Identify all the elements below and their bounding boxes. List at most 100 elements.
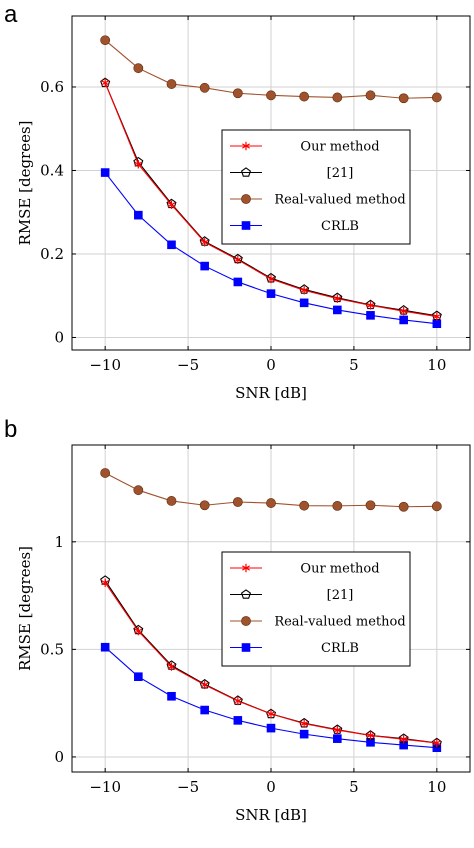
legend-marker bbox=[240, 589, 252, 599]
data-point bbox=[200, 705, 209, 715]
data-point bbox=[398, 501, 409, 512]
data-point-stroke bbox=[167, 202, 176, 208]
y-axis-label: RMSE [degrees] bbox=[16, 120, 34, 245]
data-point bbox=[432, 312, 441, 321]
data-point bbox=[134, 672, 143, 681]
data-point-stroke bbox=[366, 732, 375, 739]
data-point bbox=[233, 255, 242, 265]
legend-marker bbox=[241, 616, 251, 626]
data-point bbox=[166, 496, 177, 506]
x-tick-label: 10 bbox=[427, 778, 446, 796]
legend-entry: Our method bbox=[230, 140, 380, 155]
data-point bbox=[167, 200, 176, 209]
data-point-stroke bbox=[200, 682, 209, 688]
legend-label: Our method bbox=[300, 562, 379, 577]
x-axis-label: SNR [dB] bbox=[235, 806, 307, 824]
data-point bbox=[166, 79, 177, 89]
data-point bbox=[333, 294, 342, 303]
legend-entry: CRLB bbox=[230, 641, 359, 656]
data-point bbox=[100, 642, 110, 652]
panel-letter: a bbox=[4, 1, 18, 28]
data-point-stroke bbox=[333, 296, 342, 302]
data-point bbox=[267, 274, 275, 284]
data-point bbox=[333, 305, 342, 315]
data-point bbox=[167, 691, 176, 701]
data-point bbox=[366, 738, 375, 747]
data-point-stroke bbox=[432, 313, 441, 320]
x-tick-label: −5 bbox=[177, 778, 199, 796]
panel-letter: b bbox=[4, 416, 17, 443]
series-3 bbox=[100, 642, 442, 752]
legend-marker bbox=[242, 141, 250, 151]
data-point-stroke bbox=[233, 698, 242, 704]
legend-label: CRLB bbox=[321, 641, 359, 656]
data-point bbox=[233, 277, 243, 287]
data-point bbox=[233, 696, 242, 706]
legend-entry: Our method bbox=[230, 562, 380, 577]
data-point-stroke bbox=[432, 740, 441, 746]
series-2 bbox=[100, 35, 442, 104]
data-point bbox=[100, 35, 111, 46]
data-point bbox=[399, 735, 408, 744]
data-point-stroke bbox=[300, 720, 309, 727]
data-point bbox=[300, 286, 309, 295]
data-point bbox=[133, 63, 144, 74]
legend-marker bbox=[240, 167, 252, 177]
data-point bbox=[200, 261, 209, 271]
legend-marker-stroke bbox=[242, 143, 250, 149]
data-point bbox=[232, 88, 243, 99]
data-point bbox=[199, 500, 210, 511]
y-tick-label: 0 bbox=[54, 748, 64, 766]
x-tick-label: 0 bbox=[266, 356, 276, 374]
x-tick-label: −10 bbox=[89, 778, 121, 796]
legend: Our method [21] Real-valued method CRLB bbox=[221, 129, 411, 245]
x-tick-label: 10 bbox=[427, 356, 446, 374]
data-point bbox=[100, 468, 111, 478]
data-point bbox=[167, 662, 176, 671]
y-tick-label: 0.5 bbox=[40, 640, 64, 658]
data-point bbox=[101, 578, 110, 587]
data-point bbox=[134, 626, 143, 636]
legend-label: Our method bbox=[300, 140, 379, 155]
data-point bbox=[365, 500, 376, 511]
legend-label: [21] bbox=[327, 588, 354, 603]
data-point bbox=[167, 240, 176, 250]
y-axis-label: RMSE [degrees] bbox=[16, 546, 34, 671]
data-point bbox=[299, 91, 310, 102]
data-point bbox=[134, 160, 143, 169]
data-point bbox=[133, 485, 144, 496]
y-tick-label: 1 bbox=[54, 533, 64, 551]
legend-marker bbox=[241, 194, 251, 204]
data-point bbox=[199, 82, 210, 93]
series-0 bbox=[101, 578, 441, 748]
data-point bbox=[134, 210, 143, 220]
chart-panel-b: b −10 −5 0 5 10 0 0.5 1 SNR [dB] RMSE [degrees] Our… bbox=[4, 416, 471, 824]
x-tick-label: 0 bbox=[266, 778, 276, 796]
data-point bbox=[431, 501, 442, 512]
y-tick-label: 0.6 bbox=[40, 78, 64, 96]
y-tick-label: 0.2 bbox=[40, 245, 64, 263]
legend-label: [21] bbox=[327, 166, 354, 181]
chart-panel-a: a −10 −5 0 5 10 0 0.2 0.4 0.6 SNR [dB] RMSE [degree… bbox=[4, 1, 471, 402]
data-point-stroke bbox=[134, 628, 143, 634]
data-point-stroke bbox=[366, 302, 375, 308]
data-point bbox=[232, 497, 243, 507]
data-point-stroke bbox=[101, 80, 110, 86]
data-point-stroke bbox=[134, 161, 143, 167]
data-point bbox=[333, 725, 342, 735]
series-0 bbox=[101, 78, 441, 321]
legend-entry: [21] bbox=[230, 588, 353, 603]
y-tick-label: 0.4 bbox=[40, 161, 64, 179]
x-tick-label: −10 bbox=[89, 356, 121, 374]
legend-marker bbox=[241, 221, 251, 230]
data-point bbox=[267, 709, 275, 719]
data-point bbox=[366, 301, 375, 310]
data-point-stroke bbox=[167, 663, 176, 670]
legend-marker-stroke bbox=[242, 565, 250, 571]
x-tick-label: −5 bbox=[177, 356, 199, 374]
data-point-stroke bbox=[233, 257, 242, 263]
data-point bbox=[101, 78, 110, 87]
data-point bbox=[266, 723, 276, 733]
data-point bbox=[100, 168, 110, 177]
